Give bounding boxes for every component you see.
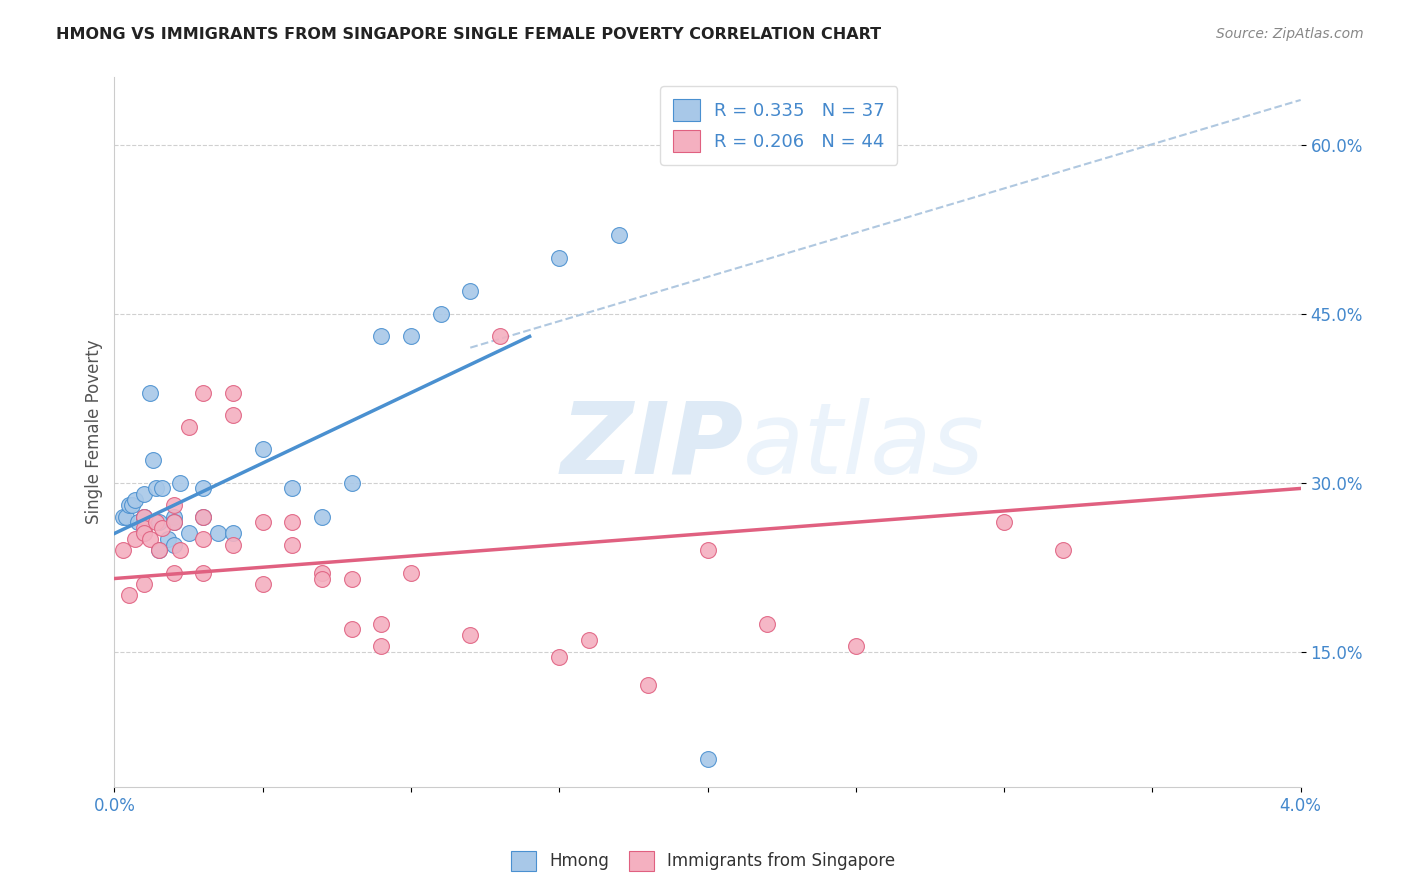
Point <box>118 499 141 513</box>
Point <box>193 509 215 524</box>
Y-axis label: Single Female Poverty: Single Female Poverty <box>86 340 103 524</box>
Point <box>163 499 186 513</box>
Point <box>156 532 179 546</box>
Point <box>163 566 186 580</box>
Point <box>193 509 215 524</box>
Point <box>121 499 143 513</box>
Point <box>252 515 274 529</box>
Legend: Hmong, Immigrants from Singapore: Hmong, Immigrants from Singapore <box>502 842 904 880</box>
Point <box>281 538 304 552</box>
Point <box>340 572 363 586</box>
Point <box>696 752 718 766</box>
Point <box>148 543 170 558</box>
Point <box>132 509 155 524</box>
Point <box>548 650 571 665</box>
Point <box>458 628 481 642</box>
Text: ZIP: ZIP <box>560 398 744 495</box>
Point <box>132 577 155 591</box>
Point <box>993 515 1015 529</box>
Point <box>311 572 333 586</box>
Point <box>163 515 186 529</box>
Point <box>578 633 600 648</box>
Point <box>340 622 363 636</box>
Point <box>207 526 229 541</box>
Point <box>222 409 245 423</box>
Text: atlas: atlas <box>744 398 984 495</box>
Point <box>163 538 186 552</box>
Point <box>139 385 162 400</box>
Point <box>222 538 245 552</box>
Point <box>148 543 170 558</box>
Point <box>142 453 165 467</box>
Point <box>150 521 173 535</box>
Text: HMONG VS IMMIGRANTS FROM SINGAPORE SINGLE FEMALE POVERTY CORRELATION CHART: HMONG VS IMMIGRANTS FROM SINGAPORE SINGL… <box>56 27 882 42</box>
Point <box>169 475 191 490</box>
Point <box>370 329 392 343</box>
Point <box>193 385 215 400</box>
Point <box>145 482 167 496</box>
Point <box>458 285 481 299</box>
Point <box>399 566 422 580</box>
Point <box>845 639 868 653</box>
Point <box>124 532 146 546</box>
Point <box>193 532 215 546</box>
Point <box>548 251 571 265</box>
Point <box>139 532 162 546</box>
Point <box>112 543 135 558</box>
Point <box>148 515 170 529</box>
Point <box>222 526 245 541</box>
Point <box>252 442 274 456</box>
Point <box>755 616 778 631</box>
Point <box>370 639 392 653</box>
Point <box>132 526 155 541</box>
Point <box>145 515 167 529</box>
Point <box>193 482 215 496</box>
Point <box>311 566 333 580</box>
Point <box>489 329 512 343</box>
Point <box>370 616 392 631</box>
Point <box>311 509 333 524</box>
Point <box>132 487 155 501</box>
Point <box>163 515 186 529</box>
Point <box>177 526 200 541</box>
Point <box>399 329 422 343</box>
Point <box>118 589 141 603</box>
Point <box>252 577 274 591</box>
Text: Source: ZipAtlas.com: Source: ZipAtlas.com <box>1216 27 1364 41</box>
Point <box>132 521 155 535</box>
Point <box>163 509 186 524</box>
Point <box>127 515 149 529</box>
Point <box>193 566 215 580</box>
Point <box>169 543 191 558</box>
Point <box>124 492 146 507</box>
Legend: R = 0.335   N = 37, R = 0.206   N = 44: R = 0.335 N = 37, R = 0.206 N = 44 <box>659 87 897 165</box>
Point <box>132 509 155 524</box>
Point <box>1052 543 1074 558</box>
Point <box>281 515 304 529</box>
Point <box>637 678 659 692</box>
Point <box>281 482 304 496</box>
Point <box>115 509 138 524</box>
Point <box>132 526 155 541</box>
Point <box>132 509 155 524</box>
Point <box>177 419 200 434</box>
Point <box>112 509 135 524</box>
Point <box>150 482 173 496</box>
Point <box>429 307 451 321</box>
Point <box>607 228 630 243</box>
Point <box>340 475 363 490</box>
Point <box>222 385 245 400</box>
Point <box>696 543 718 558</box>
